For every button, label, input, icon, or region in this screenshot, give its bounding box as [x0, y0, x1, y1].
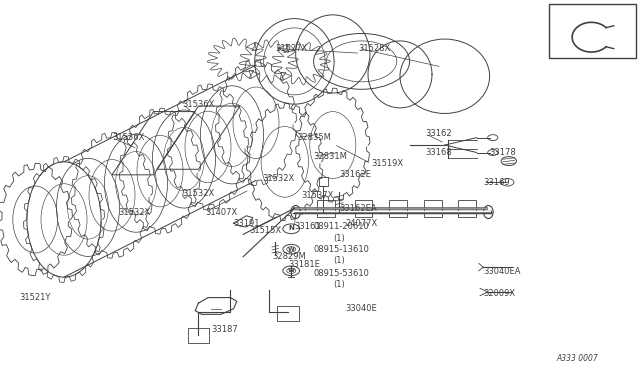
FancyBboxPatch shape	[424, 200, 442, 217]
FancyBboxPatch shape	[277, 306, 299, 321]
FancyBboxPatch shape	[389, 200, 407, 217]
Text: 33181F: 33181F	[570, 22, 601, 31]
Text: 33178: 33178	[490, 148, 516, 157]
Circle shape	[283, 266, 300, 276]
Text: 33187: 33187	[211, 325, 238, 334]
Text: (1): (1)	[333, 256, 344, 265]
Circle shape	[287, 268, 296, 273]
Ellipse shape	[291, 205, 301, 218]
Text: 31521Y: 31521Y	[19, 293, 51, 302]
Text: 31536X: 31536X	[112, 133, 145, 142]
Text: (1): (1)	[333, 280, 344, 289]
Text: 32829M: 32829M	[272, 252, 306, 261]
Text: 31532X: 31532X	[182, 189, 214, 198]
Text: 33162E: 33162E	[339, 170, 371, 179]
FancyBboxPatch shape	[355, 200, 372, 217]
Text: 33181E: 33181E	[288, 260, 320, 269]
Text: N: N	[288, 225, 294, 231]
Text: 31532X: 31532X	[118, 208, 150, 217]
Circle shape	[287, 247, 296, 252]
Text: 33162: 33162	[426, 129, 452, 138]
Text: 33181F: 33181F	[554, 9, 585, 17]
FancyBboxPatch shape	[317, 200, 335, 217]
Circle shape	[283, 224, 300, 234]
Text: 31527X: 31527X	[275, 44, 307, 53]
Text: (1): (1)	[333, 234, 344, 243]
Text: 31528X: 31528X	[358, 44, 390, 53]
Circle shape	[488, 135, 498, 141]
Text: 31536X: 31536X	[182, 100, 215, 109]
Text: 31515X: 31515X	[250, 226, 282, 235]
Text: 32009X: 32009X	[483, 289, 515, 298]
Ellipse shape	[484, 205, 493, 218]
Text: 33040EA: 33040EA	[483, 267, 521, 276]
Text: 32835M: 32835M	[298, 133, 332, 142]
Text: 31519X: 31519X	[371, 159, 403, 168]
FancyBboxPatch shape	[458, 200, 476, 217]
Text: 31407X: 31407X	[205, 208, 237, 217]
Text: W: W	[288, 247, 294, 252]
Text: 33169: 33169	[483, 178, 510, 187]
Text: 32831M: 32831M	[314, 152, 348, 161]
Text: 31532X: 31532X	[262, 174, 294, 183]
FancyBboxPatch shape	[319, 177, 328, 186]
Text: 33168: 33168	[426, 148, 452, 157]
Text: 31537X: 31537X	[301, 191, 333, 200]
Text: 33162EA: 33162EA	[339, 204, 377, 213]
Text: 24077X: 24077X	[346, 219, 378, 228]
Text: W: W	[288, 268, 294, 273]
Text: A333 0007: A333 0007	[557, 354, 598, 363]
Bar	[549, 4, 636, 58]
Circle shape	[283, 244, 300, 254]
Text: 08915-13610: 08915-13610	[314, 245, 369, 254]
Text: 08915-53610: 08915-53610	[314, 269, 369, 278]
Text: 08911-20610: 08911-20610	[314, 222, 369, 231]
Circle shape	[488, 150, 498, 155]
Text: 33161: 33161	[294, 222, 321, 231]
Text: 33040E: 33040E	[346, 304, 378, 313]
Text: 33191: 33191	[234, 219, 260, 228]
FancyBboxPatch shape	[188, 328, 209, 343]
